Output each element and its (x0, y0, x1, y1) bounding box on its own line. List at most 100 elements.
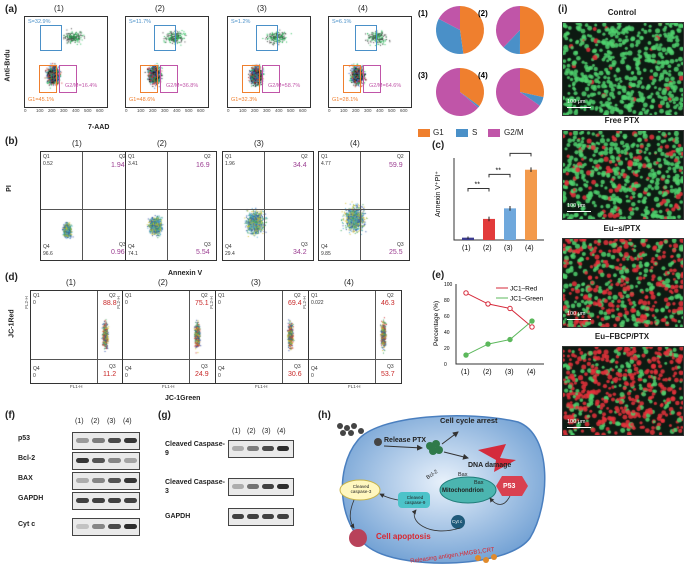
scatter-dots (123, 291, 215, 383)
blot-band (76, 438, 89, 443)
panel-f-letter: (f) (5, 410, 15, 421)
panel-i-letter: (i) (558, 4, 568, 15)
series-point (463, 290, 469, 296)
significance-label: ** (475, 181, 481, 188)
jc1-plot: Q1 0 Q2 69.4 Q4 0 Q3 30.6 (215, 290, 309, 384)
mechanism-diagram: Cell cycle arrest Release PTX DNA damage… (318, 410, 554, 570)
q1-label: Q1 (125, 293, 132, 299)
q3-value: 11.2 (103, 371, 117, 378)
panel-d-letter: (d) (5, 272, 18, 283)
inner-x-label: FL1-H (162, 384, 175, 389)
x-tick-label: 0 (24, 108, 27, 113)
inner-x-label: FL1-H (255, 384, 268, 389)
mitochondrion-label: Mitochondrion (442, 488, 484, 494)
drug-cluster-icon (426, 440, 443, 455)
blot-band (92, 438, 105, 443)
q2-label: Q2 (109, 293, 116, 299)
series-line (465, 320, 533, 356)
s-gate (256, 25, 278, 51)
x-tick-label: 400 (275, 108, 283, 113)
cell-cycle-plot: S=32.9% G1=45.1% G2/M=16.4% (24, 16, 108, 108)
q2-value: 46.3 (381, 300, 395, 307)
q1-value: 0 (33, 300, 36, 306)
x-tick-label: 600 (299, 108, 307, 113)
g1-gate (343, 65, 361, 93)
quadrant-v-line (282, 291, 284, 383)
pie-slice (460, 68, 484, 107)
inner-y-label: FL2-H (23, 296, 29, 309)
blot-f-row-label: Bcl-2 (18, 455, 36, 462)
dna-damage-label: DNA damage (468, 462, 512, 469)
q3-label: Q3 (119, 242, 126, 248)
release-ptx-label: Release PTX (384, 437, 427, 444)
jc1-plot: Q1 0 Q2 75.1 Q4 0 Q3 24.9 (122, 290, 216, 384)
blot-band (108, 438, 121, 443)
micrograph: 100 μm (562, 130, 684, 220)
micrograph-label: Free PTX (604, 116, 640, 125)
x-tick-label: 300 (263, 108, 271, 113)
pie-group-label: (2) (478, 9, 488, 18)
panel-a-group-label: (2) (155, 4, 165, 13)
micrograph-label: Eu–s/PTX (603, 224, 641, 233)
cell-cycle-plot: S=6.1% G1=28.1% G2/M=64.6% (328, 16, 412, 108)
s-percent: S=32.9% (28, 19, 51, 25)
pie-group-label: (3) (418, 71, 428, 80)
series-point (529, 324, 535, 330)
s-percent: S=11.7% (129, 19, 152, 25)
blot-band (232, 484, 244, 489)
micrograph: 100 μm (562, 22, 684, 116)
q2-label: Q2 (119, 154, 126, 160)
q3-label: Q3 (294, 364, 301, 370)
panel-d-x-axis: JC-1Green (165, 395, 201, 402)
quadrant-v-line (97, 291, 99, 383)
y-tick-label: 100 (444, 282, 453, 288)
cleaved-caspase9-label: Cleaved caspase-9 (404, 495, 426, 505)
scatter-dots (319, 152, 409, 260)
pie-charts: (1) (2) (3) (4) (416, 2, 546, 134)
x-tick-label: 300 (60, 108, 68, 113)
g2m-percent: G2/M=36.8% (166, 83, 199, 89)
g1-percent: G1=48.6% (129, 97, 156, 103)
panel-a-y-axis: Anti-Brdu (4, 49, 12, 82)
q4-value: 0 (311, 373, 314, 379)
series-point (529, 318, 535, 324)
bar (525, 169, 537, 240)
s-gate (355, 25, 377, 51)
significance-bracket (488, 173, 511, 178)
series-point (507, 305, 513, 312)
series-point (485, 341, 491, 347)
inner-x-label: FL1-H (348, 384, 361, 389)
series-point (463, 352, 469, 358)
x-tick-label: 500 (84, 108, 92, 113)
blot-band (262, 446, 274, 451)
micrograph-cells (563, 347, 683, 435)
quadrant-h-line (123, 359, 215, 361)
q2-label: Q2 (301, 154, 308, 160)
blot-g-strip (228, 440, 294, 458)
q2-label: Q2 (387, 293, 394, 299)
g2m-percent: G2/M=64.6% (369, 83, 402, 89)
blot-f-lane-label: (1) (75, 418, 84, 425)
bar-category-label: (4) (525, 245, 534, 252)
y-tick-label: 20 (444, 346, 450, 352)
q3-label: Q3 (397, 242, 404, 248)
quadrant-h-line (223, 209, 313, 211)
blot-f-lane-label: (2) (91, 418, 100, 425)
scale-bar-label: 100 μm (567, 311, 586, 317)
q4-label: Q4 (225, 244, 232, 250)
g1-percent: G1=32.3% (231, 97, 258, 103)
q2-value: 75.1 (195, 300, 209, 307)
apoptosis-plot: Q1 1.96 Q2 34.4 Q4 29.4 Q3 34.2 (222, 151, 314, 261)
blot-f-strip (72, 432, 140, 450)
jc1-plot: Q1 0.022 Q2 46.3 Q4 0 Q3 53.7 (308, 290, 402, 384)
pie-group-label: (1) (418, 9, 428, 18)
x-tick-label: 500 (287, 108, 295, 113)
x-tick-label: 600 (197, 108, 205, 113)
x-tick-label: 0 (328, 108, 331, 113)
mechanism-svg (337, 415, 546, 564)
scale-bar-label: 100 μm (567, 99, 586, 105)
significance-label: ** (496, 167, 502, 174)
q2-value: 59.9 (389, 162, 403, 169)
bar-category-label: (1) (462, 245, 471, 252)
scatter-dots (31, 291, 123, 383)
